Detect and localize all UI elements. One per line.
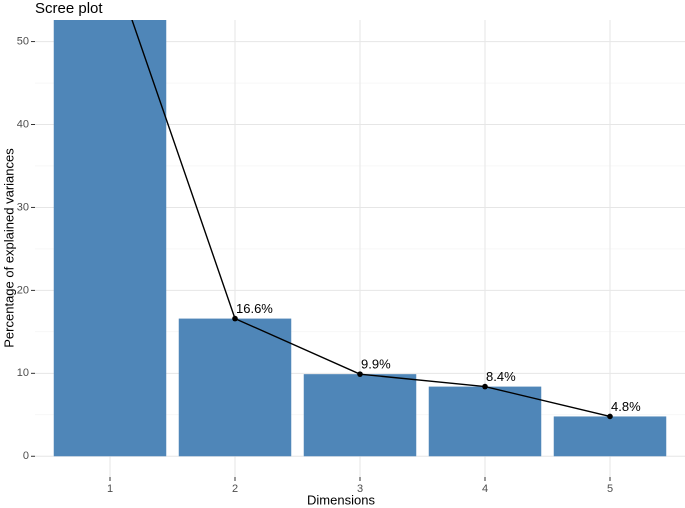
chart-title: Scree plot: [35, 0, 103, 17]
point: [357, 371, 363, 377]
bar: [428, 386, 542, 457]
value-label: 16.6%: [236, 301, 273, 316]
y-tick-label: 40: [17, 118, 29, 130]
y-tick-label: 10: [17, 367, 29, 379]
value-label: 9.9%: [361, 357, 391, 372]
y-tick-label: 50: [17, 35, 29, 47]
value-label: 4.8%: [611, 399, 641, 414]
x-tick-label: 3: [357, 483, 363, 495]
bar: [303, 374, 417, 457]
value-label: 8.4%: [486, 369, 516, 384]
x-tick-label: 5: [607, 483, 613, 495]
y-axis-label: Percentage of explained variances: [1, 148, 16, 348]
labels: 0 10 20 30 40 50 1 2 3 4 5 16.6% 9.9% 8.4% 4.8%: [17, 35, 641, 494]
point: [607, 413, 613, 420]
point: [482, 383, 488, 390]
y-tick-label: 30: [17, 201, 29, 213]
plot-area: [53, 20, 667, 457]
point: [232, 315, 238, 322]
bar: [553, 416, 667, 457]
y-tick-label: 0: [23, 450, 29, 462]
bar: [178, 318, 292, 457]
y-tick-label: 20: [17, 284, 29, 296]
x-axis-label: Dimensions: [307, 492, 375, 507]
bar: [53, 20, 167, 457]
x-tick-label: 1: [107, 483, 113, 495]
x-tick-label: 4: [482, 483, 488, 495]
x-tick-label: 2: [232, 483, 238, 495]
